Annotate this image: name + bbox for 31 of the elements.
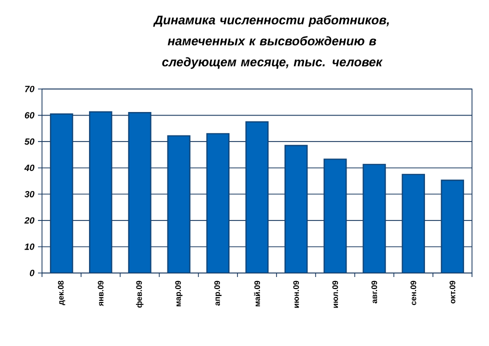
x-tick-label: май.09 <box>254 280 260 306</box>
x-tick-label: сен.09 <box>410 280 416 306</box>
bar <box>285 146 308 273</box>
y-tick-label: 20 <box>24 217 34 224</box>
chart-title: Динамика численности работников, намеченных к высвобождению в следующем месяце, тыс. человек <box>153 15 389 69</box>
y-tick-label: 40 <box>24 164 34 172</box>
bar <box>246 122 268 273</box>
x-tick-label: июл.09 <box>332 280 338 308</box>
y-tick-label: 50 <box>24 138 34 145</box>
x-tick-label: окт.09 <box>450 280 456 304</box>
y-tick-label: 70 <box>25 86 34 92</box>
x-tick-label: авг.09 <box>371 280 378 304</box>
bar <box>206 134 229 273</box>
y-tick-label: 60 <box>24 112 34 118</box>
bar <box>90 112 112 273</box>
x-tick-label: фев.09 <box>136 280 144 308</box>
y-tick-label: 0 <box>30 270 34 276</box>
x-tick-label: июн.09 <box>293 280 299 308</box>
x-tick-label: апр.09 <box>214 280 222 306</box>
bar <box>363 164 386 273</box>
x-tick-label: дек.08 <box>58 280 66 306</box>
y-tick-label: 10 <box>24 244 34 250</box>
bar <box>128 112 151 273</box>
x-tick-label: янв.09 <box>98 280 104 306</box>
bar <box>50 114 73 273</box>
y-tick-label: 30 <box>24 190 34 198</box>
bar <box>168 136 190 273</box>
bar <box>402 174 424 273</box>
bar <box>440 180 464 273</box>
bar <box>324 159 346 273</box>
x-tick-label: мар.09 <box>175 280 182 306</box>
